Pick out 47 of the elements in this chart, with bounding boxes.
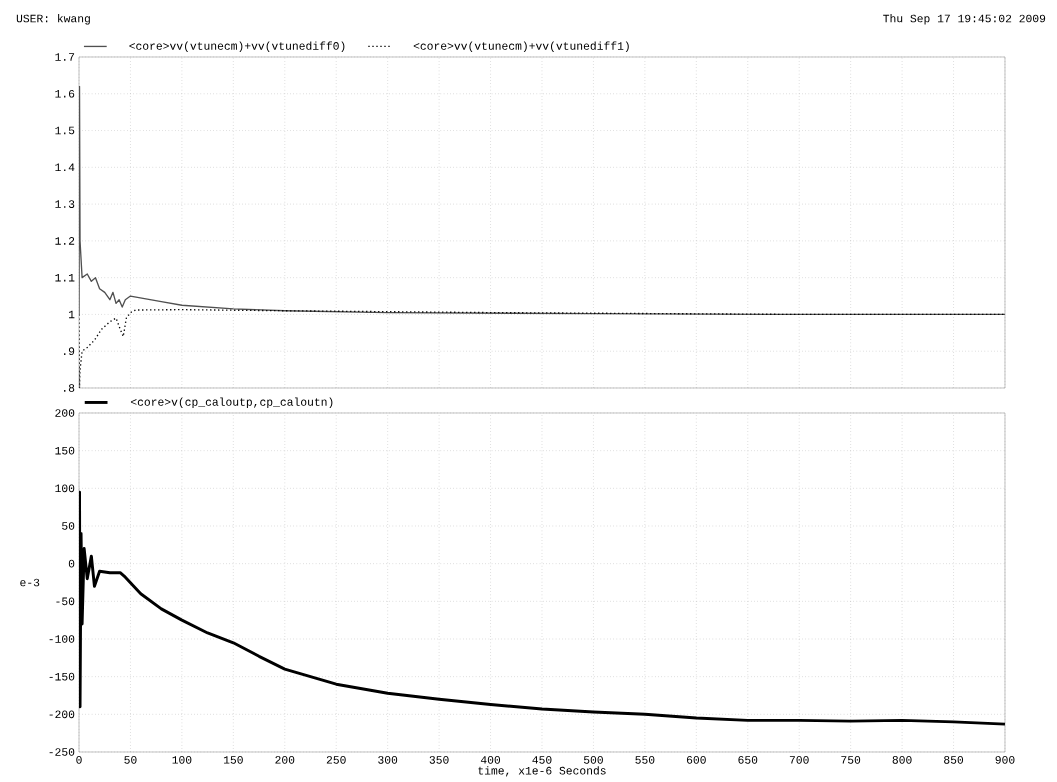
y-tick-label: 100 [55, 484, 75, 493]
y-tick-label: -200 [49, 710, 75, 719]
x-tick-label: 500 [583, 756, 603, 764]
x-tick-label: 350 [429, 756, 449, 764]
x-tick-label: 700 [789, 756, 809, 764]
x-tick-label: 250 [326, 756, 346, 764]
x-axis-title: time, x1e-6 Seconds [478, 766, 606, 777]
legend-label: <core>vv(vtunecm)+vv(vtunediff0) [129, 41, 345, 53]
y-tick-label: 1.5 [55, 126, 75, 135]
text: Thu Sep 17 19:45:02 2009 [883, 14, 1046, 25]
y-tick-label: .9 [64, 347, 75, 356]
x-tick-label: 150 [223, 756, 243, 764]
y-tick-label: 1.2 [55, 237, 75, 245]
y-tick-label: -250 [49, 748, 75, 756]
x-tick-label: 50 [124, 756, 137, 764]
y-tick-label: -100 [49, 635, 75, 643]
x-tick-label: 100 [172, 756, 192, 764]
text: USER: kwang [16, 14, 90, 25]
y-tick-label: 1.4 [55, 163, 75, 172]
y-tick-label: .8 [64, 384, 75, 392]
legend-label: <core>vv(vtunecm)+vv(vtunediff1) [413, 41, 629, 53]
y-tick-label: 1.6 [55, 89, 75, 98]
x-tick-label: 600 [686, 756, 706, 764]
y-axis-title: e-3 [20, 578, 40, 587]
x-tick-label: 550 [635, 756, 655, 764]
y-tick-label: 1.7 [55, 53, 75, 61]
y-tick-label: 150 [55, 446, 75, 455]
y-tick-label: 200 [55, 409, 75, 417]
x-tick-label: 450 [532, 756, 552, 764]
y-tick-label: 1 [68, 310, 75, 319]
x-tick-label: 900 [995, 756, 1015, 764]
x-tick-label: 400 [480, 756, 501, 764]
x-tick-label: 200 [275, 756, 295, 764]
x-tick-label: 850 [944, 756, 964, 764]
y-tick-label: 1.3 [55, 200, 75, 208]
x-tick-label: 650 [738, 756, 758, 764]
x-tick-label: 800 [892, 756, 912, 764]
y-tick-label: -150 [49, 672, 75, 681]
y-tick-label: -50 [56, 597, 75, 606]
legend-label: <core>v(cp_caloutp,cp_caloutn) [130, 397, 333, 409]
x-tick-label: 750 [841, 756, 861, 764]
y-tick-label: 1.1 [55, 273, 75, 282]
line-series [79, 490, 1005, 726]
y-tick-label: 50 [62, 522, 75, 530]
x-tick-label: 0 [76, 756, 82, 764]
x-tick-label: 300 [378, 756, 398, 764]
y-tick-label: 0 [68, 559, 75, 568]
